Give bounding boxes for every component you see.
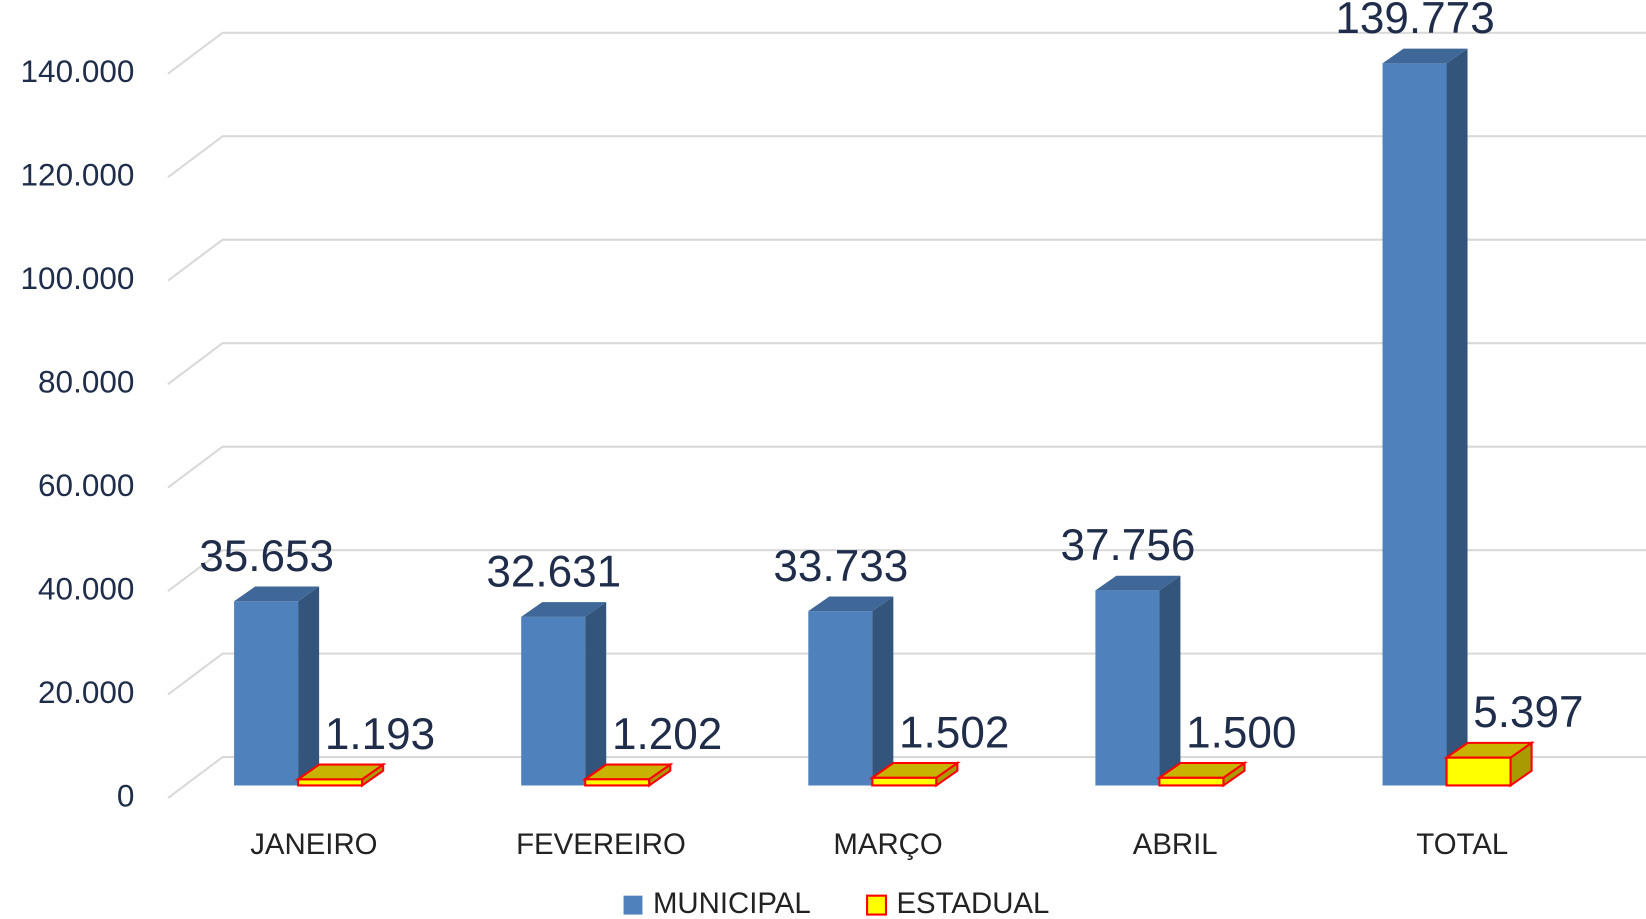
value-label: 35.653 bbox=[199, 532, 334, 581]
y-tick-label: 40.000 bbox=[38, 570, 134, 606]
bar-municipal-face bbox=[1382, 63, 1447, 786]
x-tick-label: JANEIRO bbox=[250, 828, 377, 861]
value-label: 1.193 bbox=[325, 710, 435, 759]
bar-municipal bbox=[234, 586, 320, 786]
legend-label: MUNICIPAL bbox=[653, 887, 811, 919]
grid-line bbox=[167, 135, 1646, 179]
value-label: 32.631 bbox=[486, 548, 621, 597]
bar-estadual-face bbox=[1158, 776, 1225, 787]
bar-municipal-face bbox=[1382, 48, 1468, 64]
grid-line bbox=[167, 31, 1646, 75]
y-tick-label: 20.000 bbox=[38, 674, 134, 710]
bar-estadual-face bbox=[294, 763, 387, 781]
bar-estadual bbox=[1156, 760, 1248, 788]
legend-swatch bbox=[623, 895, 643, 915]
value-label: 1.500 bbox=[1186, 708, 1296, 757]
legend-label: ESTADUAL bbox=[896, 887, 1049, 919]
value-label: 5.397 bbox=[1473, 688, 1583, 737]
grid-line bbox=[167, 549, 1646, 592]
y-tick-label: 80.000 bbox=[38, 363, 134, 399]
bar-municipal-face bbox=[808, 611, 873, 786]
bar-municipal bbox=[521, 602, 607, 786]
y-tick-label: 140.000 bbox=[21, 53, 135, 89]
bar-municipal-face bbox=[585, 602, 607, 786]
value-label: 37.756 bbox=[1061, 521, 1196, 570]
bar-estadual-face bbox=[1443, 741, 1535, 759]
bar-municipal bbox=[808, 596, 894, 786]
bar-municipal-face bbox=[1095, 575, 1181, 591]
bar-estadual-face bbox=[581, 763, 674, 781]
grid-line bbox=[167, 238, 1646, 282]
value-label: 1.502 bbox=[899, 708, 1009, 757]
bar-estadual-face bbox=[1156, 761, 1248, 779]
value-label: 1.202 bbox=[612, 710, 722, 759]
bar-municipal-face bbox=[808, 596, 894, 612]
y-tick-label: 100.000 bbox=[21, 260, 135, 296]
bar-estadual bbox=[1443, 740, 1535, 788]
value-label: 33.733 bbox=[773, 542, 908, 591]
bar-estadual bbox=[869, 760, 961, 788]
y-tick-label: 0 bbox=[117, 777, 135, 813]
legend-swatch bbox=[866, 894, 888, 916]
bar-municipal-face bbox=[298, 586, 320, 786]
y-tick-label: 120.000 bbox=[21, 157, 135, 193]
bar-municipal-face bbox=[1446, 48, 1468, 786]
grid-line bbox=[167, 445, 1646, 489]
bar-municipal-face bbox=[521, 616, 586, 786]
bar-estadual-face bbox=[869, 761, 961, 779]
bar-municipal bbox=[1382, 48, 1468, 786]
bar-municipal-face bbox=[234, 601, 299, 786]
value-label: 139.773 bbox=[1335, 0, 1494, 43]
x-tick-label: ABRIL bbox=[1133, 828, 1218, 861]
bar-municipal-face bbox=[234, 586, 320, 602]
bar-municipal bbox=[1095, 575, 1181, 786]
x-tick-label: MARÇO bbox=[833, 828, 942, 861]
bar-municipal-face bbox=[872, 596, 894, 786]
x-tick-label: FEVEREIRO bbox=[516, 828, 686, 861]
bar-municipal-face bbox=[1095, 590, 1160, 786]
bar-estadual bbox=[294, 762, 387, 788]
bar-estadual-face bbox=[1445, 756, 1512, 787]
x-tick-label: TOTAL bbox=[1416, 828, 1508, 861]
bar-municipal-face bbox=[521, 602, 607, 617]
grid-line bbox=[167, 342, 1646, 385]
bar-municipal-face bbox=[1159, 575, 1181, 786]
bar-estadual bbox=[581, 762, 674, 788]
bar-estadual-face bbox=[871, 776, 938, 787]
y-tick-label: 60.000 bbox=[38, 467, 134, 503]
